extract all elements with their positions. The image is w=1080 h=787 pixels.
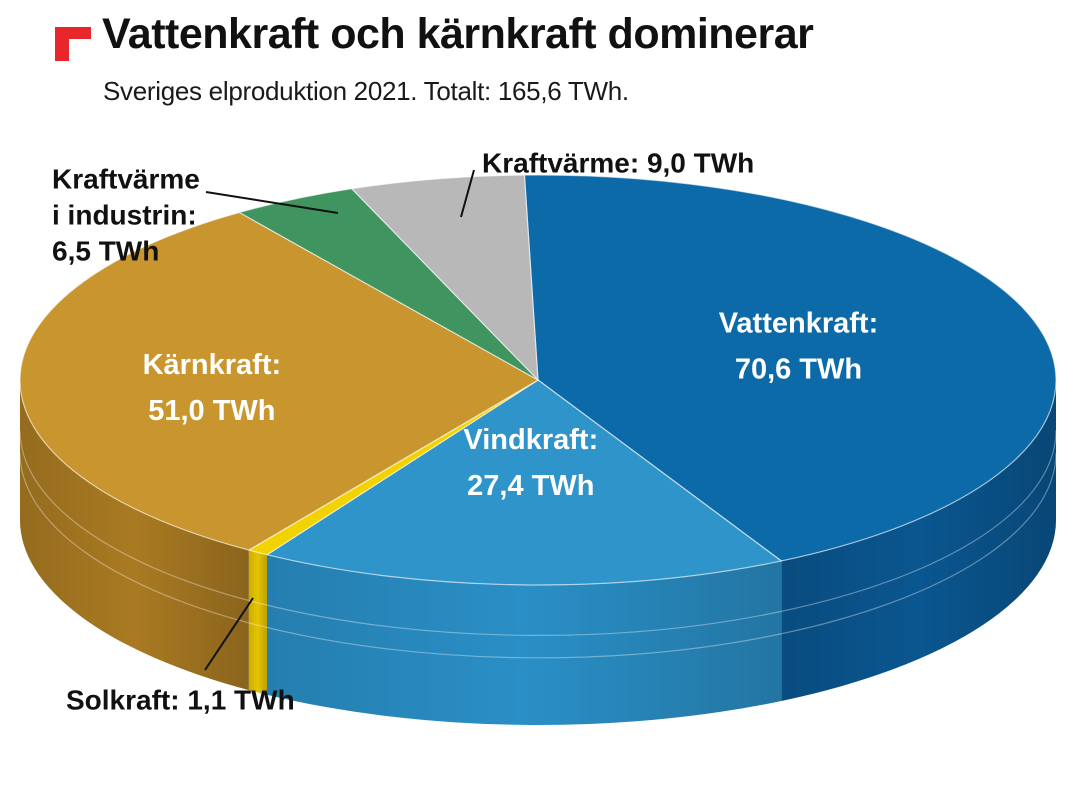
side-band xyxy=(781,430,1057,612)
leader-line xyxy=(205,191,339,214)
side-band xyxy=(266,604,782,636)
page-subtitle: Sveriges elproduktion 2021. Totalt: 165,… xyxy=(103,76,629,106)
slice-label-kraftvarme-i-industrin: i industrin: xyxy=(52,199,197,230)
side-band xyxy=(19,452,249,624)
leader-line xyxy=(204,597,254,671)
slice-vattenkraft xyxy=(523,174,1057,562)
slice-label-vattenkraft: 70,6 TWh xyxy=(735,353,862,385)
slice-label-kraftvarme-i-industrin: Kraftvärme xyxy=(52,163,200,194)
slice-label-solkraft: Solkraft: 1,1 TWh xyxy=(66,684,295,715)
side-band xyxy=(266,626,782,659)
slice-label-vindkraft: 27,4 TWh xyxy=(467,470,594,502)
page-title: Vattenkraft och kärnkraft dominerar xyxy=(102,10,814,58)
slice-label-karnkraft: Kärnkraft: xyxy=(143,349,282,381)
slice-label-vattenkraft: Vattenkraft: xyxy=(719,307,879,339)
slice-label-vindkraft: Vindkraft: xyxy=(463,424,598,456)
side-band xyxy=(248,622,268,629)
slice-vindkraft xyxy=(265,379,783,586)
logo-icon xyxy=(55,27,91,61)
side-shade xyxy=(248,550,268,695)
slice-label-karnkraft: 51,0 TWh xyxy=(148,395,275,427)
slice-label-kraftvarme: Kraftvärme: 9,0 TWh xyxy=(482,147,754,178)
side-band xyxy=(781,452,1057,635)
leader-line xyxy=(460,169,475,218)
side-shade xyxy=(267,554,782,725)
slice-label-kraftvarme-i-industrin: 6,5 TWh xyxy=(52,235,159,266)
slice-kraftvarme xyxy=(350,174,539,382)
slice-karnkraft xyxy=(19,211,540,551)
side-band xyxy=(19,430,249,602)
side-shade xyxy=(781,380,1056,701)
side-band xyxy=(248,599,268,606)
side-shade xyxy=(20,380,249,691)
